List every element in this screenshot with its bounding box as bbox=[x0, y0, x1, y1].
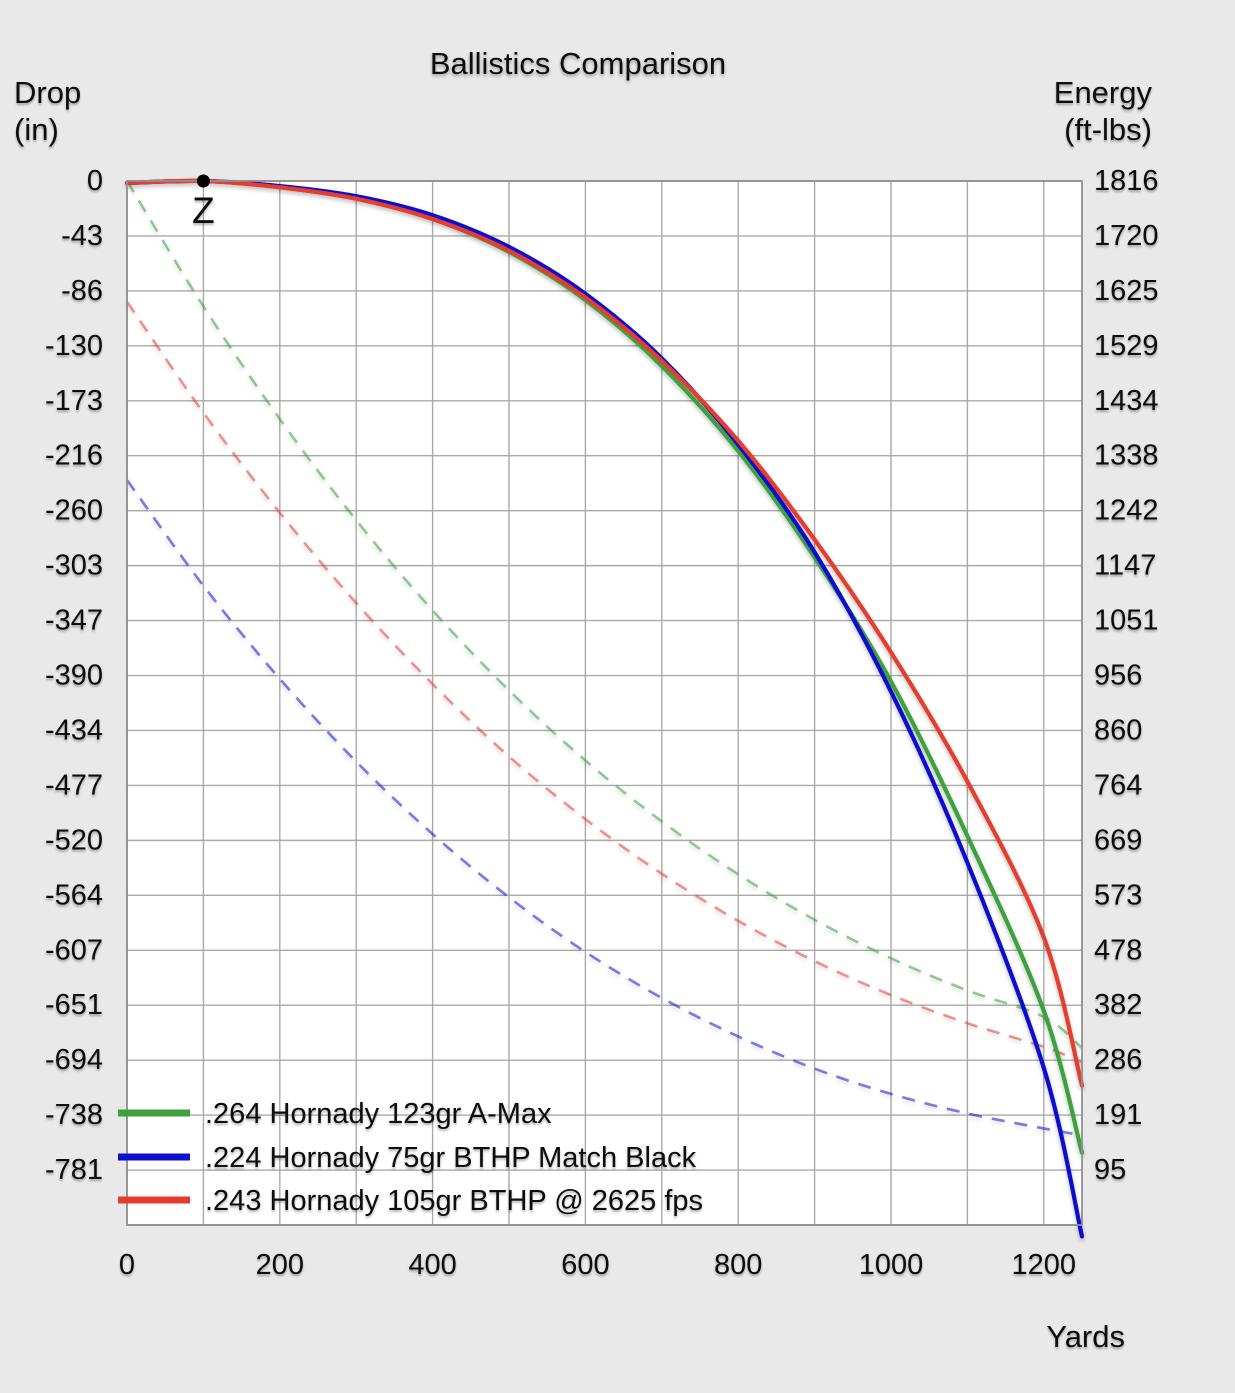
legend-label: .264 Hornady 123gr A-Max bbox=[205, 1098, 552, 1130]
left-tick-label: -434 bbox=[45, 714, 103, 746]
left-tick-label: -781 bbox=[45, 1154, 103, 1186]
energy-curve-series-0 bbox=[125, 180, 1083, 1049]
left-tick-label: -477 bbox=[45, 769, 103, 801]
right-tick-label: 573 bbox=[1094, 879, 1142, 911]
left-axis-title: Drop (in) bbox=[14, 75, 81, 147]
legend-label: .224 Hornady 75gr BTHP Match Black bbox=[205, 1142, 697, 1174]
gridlines bbox=[126, 180, 1082, 1226]
left-tick-label: -216 bbox=[45, 440, 103, 472]
left-tick-label: -651 bbox=[45, 989, 103, 1021]
x-tick-label: 1000 bbox=[859, 1249, 924, 1281]
right-tick-label: 1147 bbox=[1094, 550, 1156, 582]
right-tick-label: 382 bbox=[1094, 989, 1142, 1021]
energy-curve-series-1 bbox=[125, 479, 1083, 1137]
x-axis-tick-labels: 0 200 400 600 800 1000 1200 bbox=[119, 1249, 1076, 1281]
right-tick-label: 1051 bbox=[1094, 605, 1159, 637]
right-tick-label: 1434 bbox=[1094, 385, 1159, 417]
plot-border bbox=[126, 180, 1083, 1226]
right-tick-label: 764 bbox=[1094, 769, 1142, 801]
drop-curve-series-2 bbox=[124, 178, 1085, 1088]
legend-item: .224 Hornady 75gr BTHP Match Black bbox=[118, 1142, 697, 1174]
zero-marker-dot bbox=[196, 174, 210, 188]
left-tick-label: -607 bbox=[45, 934, 103, 966]
left-axis-title-line2: (in) bbox=[14, 112, 59, 147]
x-tick-label: 0 bbox=[119, 1249, 135, 1281]
right-tick-label: 956 bbox=[1094, 660, 1142, 692]
left-axis-title-line1: Drop bbox=[14, 75, 81, 110]
energy-curves-dashed bbox=[125, 180, 1083, 1137]
x-tick-label: 1200 bbox=[1012, 1249, 1077, 1281]
x-tick-label: 800 bbox=[714, 1249, 762, 1281]
legend-item: .264 Hornady 123gr A-Max bbox=[118, 1098, 552, 1130]
left-tick-label: -347 bbox=[45, 605, 103, 637]
right-tick-label: 1625 bbox=[1094, 275, 1159, 307]
right-axis-tick-labels: 1816 1720 1625 1529 1434 1338 1242 1147 1051 956 8… bbox=[1094, 165, 1159, 1186]
legend-item: .243 Hornady 105gr BTHP @ 2625 fps bbox=[118, 1185, 703, 1217]
left-tick-label: -86 bbox=[61, 275, 103, 307]
left-tick-label: -390 bbox=[45, 660, 103, 692]
right-tick-label: 1816 bbox=[1094, 165, 1159, 197]
right-tick-label: 1242 bbox=[1094, 495, 1159, 527]
left-tick-label: -43 bbox=[61, 220, 103, 252]
left-tick-label: -303 bbox=[45, 550, 103, 582]
drop-curves-solid bbox=[124, 178, 1085, 1239]
legend-label: .243 Hornady 105gr BTHP @ 2625 fps bbox=[205, 1185, 703, 1217]
right-tick-label: 191 bbox=[1094, 1099, 1142, 1131]
x-axis-title: Yards bbox=[1046, 1319, 1125, 1354]
left-tick-label: -694 bbox=[45, 1044, 103, 1076]
left-tick-label: -260 bbox=[45, 495, 103, 527]
x-tick-label: 200 bbox=[256, 1249, 304, 1281]
x-tick-label: 600 bbox=[561, 1249, 609, 1281]
legend: .264 Hornady 123gr A-Max .224 Hornady 75g… bbox=[118, 1098, 703, 1217]
left-tick-label: -520 bbox=[45, 824, 103, 856]
right-axis-title-line1: Energy bbox=[1054, 75, 1153, 110]
right-axis-title-line2: (ft-lbs) bbox=[1064, 112, 1152, 147]
left-tick-label: 0 bbox=[87, 165, 103, 197]
right-tick-label: 286 bbox=[1094, 1044, 1142, 1076]
x-tick-label: 400 bbox=[408, 1249, 456, 1281]
right-tick-label: 860 bbox=[1094, 714, 1142, 746]
energy-curve-series-2 bbox=[125, 300, 1083, 1064]
right-tick-label: 1529 bbox=[1094, 330, 1159, 362]
left-tick-label: -173 bbox=[45, 385, 103, 417]
left-axis-tick-labels: 0 -43 -86 -130 -173 -216 -260 -303 -347 -390 -434 -… bbox=[45, 165, 103, 1186]
zero-marker-label: Z bbox=[192, 190, 215, 231]
left-tick-label: -564 bbox=[45, 879, 103, 911]
right-tick-label: 95 bbox=[1094, 1154, 1126, 1186]
plot-area bbox=[127, 181, 1082, 1225]
right-axis-title: Energy (ft-lbs) bbox=[1054, 75, 1153, 147]
right-tick-label: 1338 bbox=[1094, 440, 1159, 472]
left-tick-label: -130 bbox=[45, 330, 103, 362]
right-tick-label: 478 bbox=[1094, 934, 1142, 966]
chart-title: Ballistics Comparison bbox=[430, 46, 726, 81]
right-tick-label: 1720 bbox=[1094, 220, 1159, 252]
right-tick-label: 669 bbox=[1094, 824, 1142, 856]
left-tick-label: -738 bbox=[45, 1099, 103, 1131]
